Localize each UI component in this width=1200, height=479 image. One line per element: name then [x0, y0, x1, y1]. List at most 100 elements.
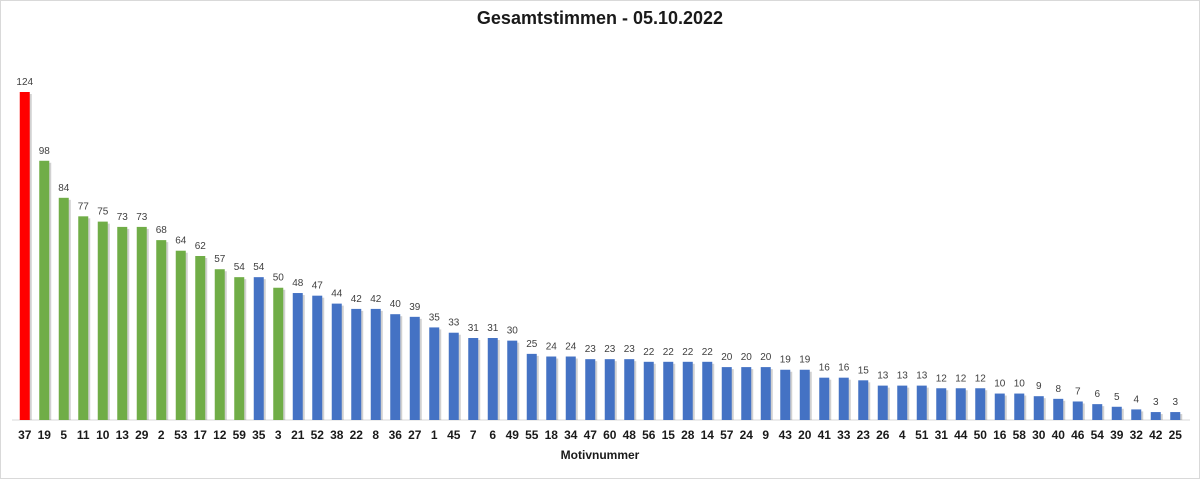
- x-tick-label-56: 56: [642, 428, 656, 442]
- x-tick-label-11: 11: [77, 428, 90, 442]
- data-label-19: 98: [39, 146, 51, 157]
- data-label-36: 40: [390, 299, 402, 310]
- bar-18: [546, 356, 557, 420]
- x-tick-label-39: 39: [1110, 428, 1124, 442]
- data-label-34: 24: [565, 342, 577, 353]
- data-label-5: 84: [58, 183, 70, 194]
- x-tick-label-59: 59: [233, 428, 247, 442]
- data-label-3: 50: [273, 273, 285, 284]
- x-tick-label-9: 9: [762, 428, 769, 442]
- x-tick-label-43: 43: [779, 428, 793, 442]
- bar-22: [351, 308, 362, 420]
- data-label-27: 39: [409, 302, 421, 313]
- x-tick-label-41: 41: [818, 428, 832, 442]
- bar-45: [448, 332, 459, 420]
- bar-8: [370, 308, 381, 420]
- chart-title: Gesamtstimmen - 05.10.2022: [476, 8, 724, 28]
- x-tick-label-20: 20: [798, 428, 812, 442]
- data-label-45: 33: [448, 318, 460, 329]
- data-label-26: 13: [877, 371, 889, 382]
- x-tick-label-54: 54: [1091, 428, 1105, 442]
- bar-6: [487, 338, 498, 420]
- x-tick-label-15: 15: [662, 428, 676, 442]
- x-tick-label-28: 28: [681, 428, 695, 442]
- bar-25: [1170, 412, 1181, 420]
- x-tick-label-38: 38: [330, 428, 344, 442]
- data-label-16: 10: [994, 379, 1006, 390]
- bar-30: [1033, 396, 1044, 420]
- data-label-31: 12: [936, 373, 948, 384]
- x-tick-label-37: 37: [18, 428, 32, 442]
- x-tick-label-25: 25: [1169, 428, 1183, 442]
- bar-4: [897, 385, 908, 420]
- data-label-46: 7: [1075, 386, 1081, 397]
- x-tick-label-29: 29: [135, 428, 149, 442]
- bar-59: [234, 277, 245, 420]
- x-tick-label-44: 44: [954, 428, 968, 442]
- x-tick-label-16: 16: [993, 428, 1007, 442]
- x-tick-label-3: 3: [275, 428, 282, 442]
- data-label-44: 12: [955, 373, 967, 384]
- bar-36: [390, 314, 401, 420]
- x-tick-label-47: 47: [584, 428, 598, 442]
- data-label-21: 48: [292, 278, 304, 289]
- x-tick-label-52: 52: [311, 428, 325, 442]
- data-label-32: 4: [1133, 394, 1139, 405]
- bar-19: [39, 160, 50, 420]
- x-tick-label-46: 46: [1071, 428, 1085, 442]
- x-tick-label-53: 53: [174, 428, 188, 442]
- bar-51: [916, 385, 927, 420]
- bar-7: [468, 338, 479, 420]
- bar-5: [58, 197, 69, 420]
- data-label-25: 3: [1172, 397, 1178, 408]
- bar-49: [507, 340, 518, 420]
- bar-3: [273, 287, 284, 420]
- data-label-23: 15: [858, 365, 870, 376]
- bar-38: [331, 303, 342, 420]
- bar-50: [975, 388, 986, 420]
- bar-27: [409, 316, 420, 420]
- data-label-60: 23: [604, 344, 616, 355]
- bar-23: [858, 380, 869, 420]
- data-label-1: 35: [429, 312, 441, 323]
- bar-39: [1111, 406, 1122, 420]
- x-tick-label-30: 30: [1032, 428, 1046, 442]
- x-tick-label-50: 50: [974, 428, 988, 442]
- x-tick-label-48: 48: [623, 428, 637, 442]
- x-tick-label-24: 24: [740, 428, 754, 442]
- x-tick-label-2: 2: [158, 428, 165, 442]
- bar-10: [97, 221, 108, 420]
- bar-40: [1053, 398, 1064, 420]
- x-tick-label-33: 33: [837, 428, 851, 442]
- data-label-2: 68: [156, 225, 168, 236]
- bar-60: [604, 359, 615, 420]
- data-label-7: 31: [468, 323, 480, 334]
- x-axis-label: Motivnummer: [561, 448, 640, 462]
- bar-53: [175, 250, 186, 420]
- x-tick-label-49: 49: [506, 428, 520, 442]
- bar-15: [663, 361, 674, 420]
- data-label-49: 30: [507, 326, 519, 337]
- bar-21: [292, 293, 303, 420]
- bar-47: [585, 359, 596, 420]
- bar-48: [624, 359, 635, 420]
- data-label-8: 42: [370, 294, 382, 305]
- data-label-35: 54: [253, 262, 265, 273]
- x-tick-label-19: 19: [38, 428, 52, 442]
- data-label-9: 20: [760, 352, 772, 363]
- x-tick-label-36: 36: [389, 428, 403, 442]
- data-label-29: 73: [136, 212, 148, 223]
- x-tick-label-7: 7: [470, 428, 477, 442]
- data-label-24: 20: [741, 352, 753, 363]
- data-label-22: 42: [351, 294, 363, 305]
- bar-56: [643, 361, 654, 420]
- data-label-48: 23: [624, 344, 636, 355]
- data-label-56: 22: [643, 347, 655, 358]
- x-tick-label-5: 5: [60, 428, 67, 442]
- data-label-50: 12: [975, 373, 987, 384]
- bar-35: [253, 277, 264, 420]
- data-label-13: 73: [117, 212, 129, 223]
- data-label-14: 22: [702, 347, 714, 358]
- x-tick-label-58: 58: [1013, 428, 1027, 442]
- data-label-6: 31: [487, 323, 499, 334]
